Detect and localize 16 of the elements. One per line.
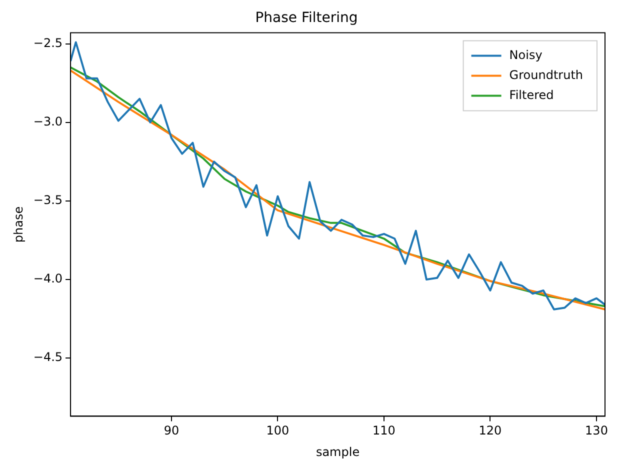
x-axis-title: sample bbox=[316, 444, 360, 459]
x-tick-label: 130 bbox=[585, 424, 608, 438]
x-tick-label: 110 bbox=[372, 424, 396, 438]
chart-title: Phase Filtering bbox=[255, 10, 358, 26]
y-tick-label: −3.0 bbox=[33, 114, 63, 128]
y-tick-label: −4.5 bbox=[33, 350, 63, 364]
x-tick-label: 100 bbox=[266, 424, 290, 438]
legend-label: Noisy bbox=[509, 48, 542, 62]
x-tick-label: 120 bbox=[478, 424, 502, 438]
legend-label: Filtered bbox=[509, 88, 554, 102]
x-tick-label: 90 bbox=[164, 424, 180, 438]
y-tick-label: −4.0 bbox=[33, 272, 63, 286]
y-axis-title: phase bbox=[11, 206, 26, 243]
y-tick-label: −2.5 bbox=[33, 36, 63, 50]
y-tick-label: −3.5 bbox=[33, 193, 63, 208]
legend-label: Groundtruth bbox=[509, 68, 584, 82]
